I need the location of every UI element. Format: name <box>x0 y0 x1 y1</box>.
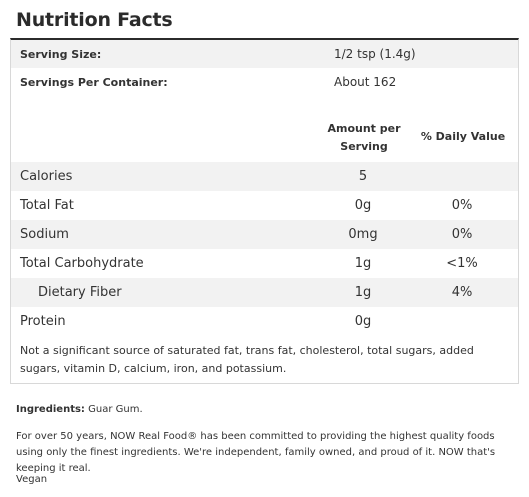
nutrient-amount: 0g <box>354 314 372 329</box>
nutrient-amount: 0mg <box>348 227 378 242</box>
nutrient-daily-value: 0% <box>451 227 473 242</box>
vegan-tag: Vegan <box>16 474 48 485</box>
servings-per-container-label: Servings Per Container: <box>20 76 168 89</box>
nutrient-daily-value: <1% <box>446 256 478 271</box>
nutrient-amount: 1g <box>354 285 372 300</box>
table-row: Dietary Fiber 1g 4% <box>11 278 518 307</box>
nutrient-amount: 0g <box>354 198 372 213</box>
amount-per-serving-header: Amount per Serving <box>327 122 401 153</box>
nutrient-name: Dietary Fiber <box>38 285 122 300</box>
nutrient-amount: 5 <box>358 169 368 184</box>
serving-size-row: Serving Size: 1/2 tsp (1.4g) <box>11 40 518 68</box>
nutrient-daily-value: 4% <box>451 285 473 300</box>
table-row: Total Fat 0g 0% <box>11 191 518 220</box>
brand-statement: For over 50 years, NOW Real Food® has be… <box>16 431 496 474</box>
table-row: Sodium 0mg 0% <box>11 220 518 249</box>
ingredients-line: Ingredients: Guar Gum. <box>16 402 516 418</box>
nutrition-footnote: Not a significant source of saturated fa… <box>20 344 474 375</box>
nutrient-name: Total Carbohydrate <box>20 256 144 271</box>
daily-value-header: % Daily Value <box>420 130 506 143</box>
serving-size-label: Serving Size: <box>20 48 102 61</box>
ingredients-text: Guar Gum. <box>88 404 143 415</box>
ingredients-label: Ingredients: <box>16 404 85 415</box>
serving-size-value: 1/2 tsp (1.4g) <box>334 47 416 61</box>
page-title: Nutrition Facts <box>16 9 173 31</box>
nutrient-name: Calories <box>20 169 73 184</box>
nutrient-amount: 1g <box>354 256 372 271</box>
table-row: Calories 5 <box>11 162 518 191</box>
nutrient-name: Protein <box>20 314 66 329</box>
servings-per-container-value: About 162 <box>334 75 397 89</box>
table-row: Total Carbohydrate 1g <1% <box>11 249 518 278</box>
nutrition-facts-panel: Serving Size: 1/2 tsp (1.4g) Servings Pe… <box>10 38 519 384</box>
nutrient-name: Total Fat <box>20 198 74 213</box>
table-row: Protein 0g <box>11 307 518 336</box>
servings-per-container-row: Servings Per Container: About 162 <box>11 68 518 96</box>
nutrient-daily-value: 0% <box>451 198 473 213</box>
nutrient-name: Sodium <box>20 227 69 242</box>
